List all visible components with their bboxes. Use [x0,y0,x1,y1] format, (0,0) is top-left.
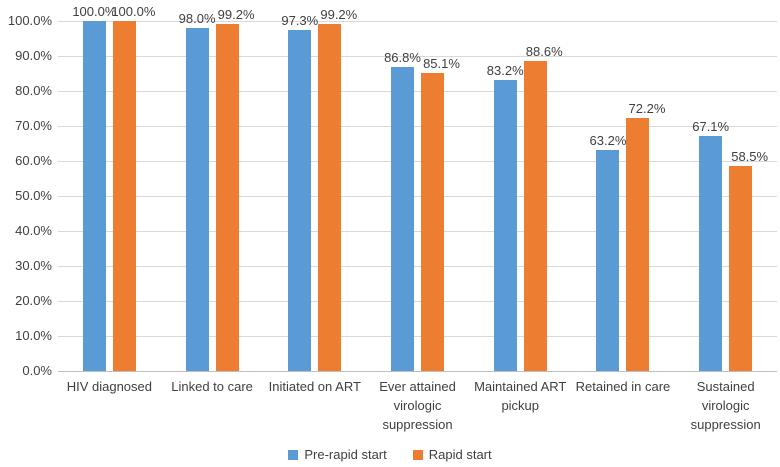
y-tick-label: 90.0% [15,48,52,63]
y-tick-label: 50.0% [15,188,52,203]
gridline [58,266,777,267]
data-label: 58.5% [731,149,769,165]
data-label: 83.2% [486,62,524,78]
legend-label-rapid-start: Rapid start [428,447,492,462]
data-label: 72.2% [628,101,666,117]
y-tick-label: 70.0% [15,118,52,133]
legend-item-rapid-start: Rapid start [412,447,492,462]
data-label: 98.0% [178,11,216,26]
gridline [58,301,777,302]
data-label: 99.2% [320,6,358,22]
category-label: Maintained ART pickup [474,379,567,413]
category-axis-labels: HIV diagnosed Linked to care Initiated on … [58,377,777,434]
bar-pre-rapid-start: 83.2% [487,63,524,371]
legend-item-pre-rapid-start: Pre-rapid start [288,447,387,462]
category-label: HIV diagnosed [66,379,152,394]
gridline [58,161,777,162]
category-label: Ever attained virologic suppression [379,379,456,432]
category-label: Initiated on ART [268,379,361,394]
gridline [58,56,777,57]
x-axis-line [58,371,777,372]
data-label: 67.1% [692,119,730,135]
bar-group: 67.1% 58.5% [674,21,777,371]
data-label: 63.2% [589,132,627,148]
gridline [58,231,777,232]
bar-rapid-start: 72.2% [626,101,665,371]
gridline [58,336,777,337]
category-label: Sustained virologic suppression [690,379,761,432]
bar-group: 83.2% 88.6% [469,21,572,371]
y-tick-label: 60.0% [15,153,52,168]
y-tick-label: 10.0% [15,328,52,343]
gridline [58,126,777,127]
y-tick-label: 40.0% [15,223,52,238]
bar-rapid-start: 99.2% [318,7,357,371]
bar-group: 63.2% 72.2% [572,21,675,371]
bar-group: 86.8% 85.1% [366,21,469,371]
category-label: Retained in care [575,379,671,394]
data-label: 88.6% [525,43,563,59]
y-tick-label: 80.0% [15,83,52,98]
data-label: 100.0% [111,4,156,19]
legend-swatch-pre-rapid-start [288,449,299,460]
y-tick-label: 30.0% [15,258,52,273]
bar-pre-rapid-start: 67.1% [692,119,729,371]
bar-rapid-start: 88.6% [523,44,563,371]
bar-pre-rapid-start: 63.2% [590,133,626,371]
data-label: 85.1% [423,56,460,72]
bar-group: 98.0% 99.2% [161,7,264,371]
bar-rapid-start: 58.5% [729,149,768,371]
bar-rapid-start: 100.0% [111,4,155,371]
bar-groups: 100.0% 100.0% 98.0% 99.2% 97.3% 99.2% 86.8% 85.… [58,4,777,371]
bar-pre-rapid-start: 100.0% [72,4,116,371]
category-label: Linked to care [171,379,253,394]
bar-rapid-start: 99.2% [215,7,255,371]
y-tick-label: 0.0% [22,363,52,378]
bar-rapid-start: 85.1% [421,56,460,371]
legend: Pre-rapid start Rapid start [0,447,780,462]
y-tick-label: 20.0% [15,293,52,308]
gridline [58,21,777,22]
data-label: 100.0% [72,4,117,19]
plot-area: 100.0% 100.0% 98.0% 99.2% 97.3% 99.2% 86.8% 85.… [58,4,777,372]
legend-label-pre-rapid-start: Pre-rapid start [304,447,387,462]
data-label: 86.8% [384,50,421,66]
bar-group: 97.3% 99.2% [263,7,366,371]
data-label: 97.3% [281,13,319,29]
y-tick-label: 100.0% [7,13,52,28]
gridline [58,91,777,92]
bar-pre-rapid-start: 86.8% [384,50,421,371]
bar-group: 100.0% 100.0% [58,4,161,371]
bar-pre-rapid-start: 97.3% [281,13,318,371]
bar-pre-rapid-start: 98.0% [179,11,216,371]
legend-swatch-rapid-start [412,449,423,460]
gridline [58,196,777,197]
data-label: 99.2% [217,6,255,22]
